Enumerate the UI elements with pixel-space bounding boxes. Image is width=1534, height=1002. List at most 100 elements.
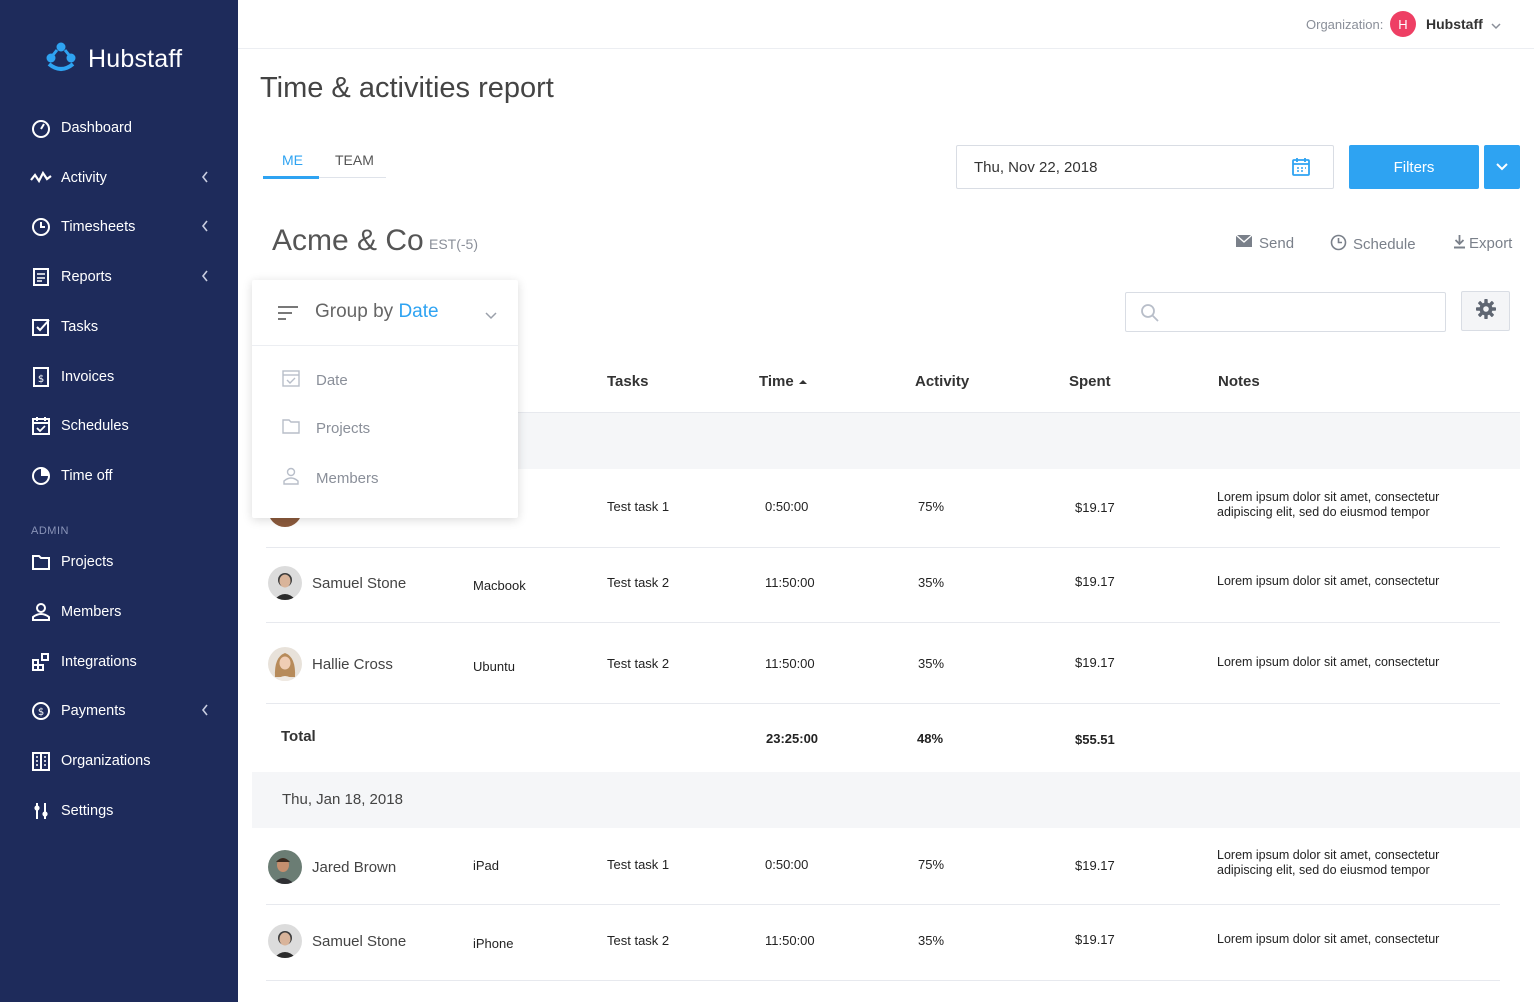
calendar-icon[interactable] <box>1291 157 1311 182</box>
active-tab-indicator <box>263 176 319 179</box>
total-spent: $55.51 <box>1075 732 1115 747</box>
option-label: Members <box>316 470 379 487</box>
table-settings-button[interactable] <box>1461 291 1510 331</box>
group-header-row <box>252 772 1520 828</box>
column-header-time[interactable]: Time <box>759 373 808 390</box>
admin-section-label: ADMIN <box>31 525 69 537</box>
search-input[interactable] <box>1125 292 1446 332</box>
column-header-activity[interactable]: Activity <box>915 373 970 390</box>
chevron-left-icon <box>200 170 210 189</box>
gear-icon <box>1475 298 1497 325</box>
chevron-left-icon <box>200 269 210 288</box>
schedule-button[interactable]: Schedule <box>1330 234 1416 255</box>
option-label: Projects <box>316 420 371 437</box>
notes-cell: Lorem ipsum dolor sit amet, consectetur … <box>1217 490 1440 519</box>
send-button[interactable]: Send <box>1235 234 1294 252</box>
export-button[interactable]: Export <box>1453 234 1512 253</box>
group-by-option-date[interactable]: Date <box>282 369 348 392</box>
date-picker[interactable]: Thu, Nov 22, 2018 <box>956 145 1334 189</box>
sidebar-item-time-off[interactable]: Time off <box>30 461 220 491</box>
sliders-icon <box>30 800 52 822</box>
organization-title: Acme & Co <box>272 224 424 257</box>
brand[interactable]: Hubstaff <box>44 40 182 79</box>
sidebar-item-reports[interactable]: Reports <box>30 262 220 292</box>
chevron-down-icon[interactable] <box>1490 18 1502 36</box>
sidebar-item-timesheets[interactable]: Timesheets <box>30 212 220 242</box>
group-by-prefix: Group by <box>315 301 394 322</box>
group-by-selected: Date <box>398 301 439 322</box>
hubstaff-logo-icon <box>44 40 78 79</box>
sidebar-item-members[interactable]: Members <box>30 597 220 627</box>
sidebar-item-payments[interactable]: $ Payments <box>30 696 220 726</box>
time-cell: 0:50:00 <box>765 499 809 514</box>
sidebar: Hubstaff Dashboard Activity Timesheets R… <box>0 0 238 1002</box>
pie-icon <box>30 465 52 487</box>
option-label: Date <box>316 372 348 389</box>
activity-cell: 35% <box>918 933 945 948</box>
sidebar-item-label: Activity <box>61 170 107 186</box>
project-cell: iPhone <box>473 936 514 951</box>
sidebar-item-label: Projects <box>61 554 114 570</box>
export-label: Export <box>1469 235 1513 252</box>
spent-cell: $19.17 <box>1075 500 1115 515</box>
sidebar-item-settings[interactable]: Settings <box>30 796 220 826</box>
tasks-icon <box>30 316 52 338</box>
org-label: Organization: <box>1306 17 1384 32</box>
clock-icon <box>30 216 52 238</box>
user-icon <box>30 601 52 623</box>
schedule-label: Schedule <box>1353 236 1416 253</box>
column-header-tasks[interactable]: Tasks <box>607 373 649 390</box>
clock-icon <box>1330 234 1347 255</box>
sidebar-item-organizations[interactable]: Organizations <box>30 746 220 776</box>
group-by-option-projects[interactable]: Projects <box>282 418 370 439</box>
date-value: Thu, Nov 22, 2018 <box>974 159 1098 176</box>
member-cell: Samuel Stone <box>268 924 406 958</box>
sidebar-item-schedules[interactable]: Schedules <box>30 411 220 441</box>
sidebar-item-tasks[interactable]: Tasks <box>30 312 220 342</box>
column-header-notes[interactable]: Notes <box>1218 373 1260 390</box>
column-header-spent[interactable]: Spent <box>1069 373 1111 390</box>
group-by-option-members[interactable]: Members <box>282 467 379 490</box>
total-activity: 48% <box>917 731 944 746</box>
avatar <box>268 647 302 681</box>
org-avatar[interactable]: H <box>1390 11 1416 37</box>
report-icon <box>30 266 52 288</box>
chevron-left-icon <box>200 703 210 722</box>
sidebar-item-activity[interactable]: Activity <box>30 163 220 193</box>
calendar-icon <box>282 369 300 392</box>
building-icon <box>30 750 52 772</box>
brand-name: Hubstaff <box>88 45 183 73</box>
row-divider <box>266 980 1500 981</box>
tab-me[interactable]: ME <box>282 152 303 168</box>
sidebar-item-integrations[interactable]: Integrations <box>30 647 220 677</box>
sidebar-item-dashboard[interactable]: Dashboard <box>30 113 220 143</box>
filters-dropdown-button[interactable] <box>1484 145 1520 189</box>
avatar <box>268 850 302 884</box>
activity-cell: 75% <box>918 857 945 872</box>
filters-button[interactable]: Filters <box>1349 145 1479 189</box>
avatar <box>268 566 302 600</box>
svg-text:$: $ <box>38 707 44 718</box>
invoice-icon: $ <box>30 366 52 388</box>
org-switcher[interactable]: Hubstaff <box>1426 16 1483 32</box>
group-by-toggle[interactable]: Group by Date <box>252 280 518 346</box>
sort-lines-icon <box>277 305 299 326</box>
sidebar-item-label: Time off <box>61 468 113 484</box>
time-cell: 0:50:00 <box>765 857 809 872</box>
timezone-label: EST(-5) <box>429 236 478 252</box>
sidebar-item-invoices[interactable]: $ Invoices <box>30 362 220 392</box>
sort-ascending-icon <box>798 373 808 390</box>
integrations-icon <box>30 651 52 673</box>
row-divider <box>266 703 1500 704</box>
sidebar-item-projects[interactable]: Projects <box>30 547 220 577</box>
time-cell: 11:50:00 <box>765 933 815 948</box>
tab-team[interactable]: TEAM <box>335 152 374 168</box>
task-cell: Test task 2 <box>607 575 670 590</box>
sidebar-item-label: Tasks <box>61 319 99 335</box>
group-by-label: Group by Date <box>315 301 439 323</box>
chevron-down-icon <box>484 307 498 325</box>
member-cell: Jared Brown <box>268 850 396 884</box>
send-label: Send <box>1259 234 1295 252</box>
member-name: Samuel Stone <box>312 574 407 592</box>
member-name: Hallie Cross <box>312 655 393 673</box>
